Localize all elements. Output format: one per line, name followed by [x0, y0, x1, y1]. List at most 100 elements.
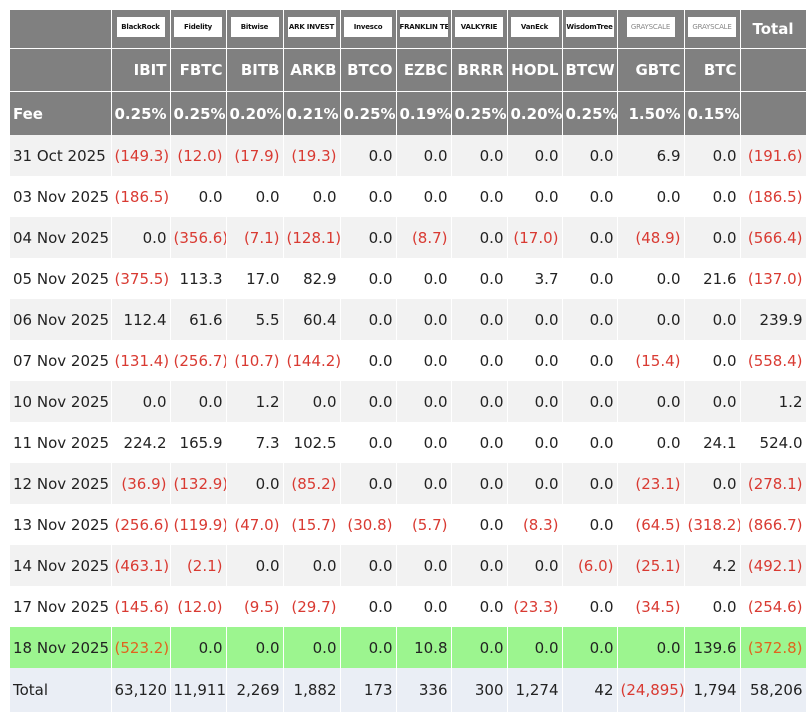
flow-value: (131.4)	[111, 340, 171, 381]
date: 07 Nov 2025	[10, 340, 112, 381]
flow-value: 0.0	[170, 381, 227, 422]
flow-value: 82.9	[283, 258, 341, 299]
flow-value: 0.0	[451, 504, 508, 545]
flow-value: 0.0	[684, 340, 741, 381]
flow-value: 0.0	[451, 217, 508, 258]
flow-value: (463.1)	[111, 545, 171, 586]
flow-value: (8.3)	[507, 504, 563, 545]
flow-value: 224.2	[111, 422, 171, 463]
flow-value: 0.0	[396, 463, 452, 504]
flow-value: 0.0	[396, 176, 452, 217]
flow-value: 0.0	[340, 586, 397, 627]
flow-value: (186.5)	[111, 176, 171, 217]
ticker: GBTC	[617, 48, 685, 92]
fee: 0.25%	[340, 91, 397, 135]
flow-value: 0.0	[226, 545, 284, 586]
flow-value: 0.0	[111, 217, 171, 258]
fee: 0.15%	[684, 91, 741, 135]
issuer-logo: ARK INVEST	[287, 17, 336, 37]
flow-value: 0.0	[340, 217, 397, 258]
fee: 0.25%	[451, 91, 508, 135]
total-row: Total 63,120 11,911 2,269 1,882 173 336 300 1,27…	[10, 668, 806, 712]
flow-value: 0.0	[684, 135, 741, 176]
flow-value: 0.0	[283, 381, 341, 422]
row-total: 1.2	[740, 381, 806, 422]
flow-value: 0.0	[562, 258, 618, 299]
flow-value: 0.0	[617, 627, 685, 668]
total-value: 336	[396, 668, 452, 712]
flow-value: (15.7)	[283, 504, 341, 545]
logo-cell: BlackRock	[111, 10, 171, 49]
ticker-corner	[10, 48, 112, 92]
flow-value: (17.0)	[507, 217, 563, 258]
ticker: IBIT	[111, 48, 171, 92]
flow-value: (30.8)	[340, 504, 397, 545]
date: 03 Nov 2025	[10, 176, 112, 217]
table-head: BlackRock Fidelity Bitwise ARK INVEST Invesc…	[10, 10, 806, 135]
flow-value: 0.0	[562, 176, 618, 217]
flow-value: 0.0	[507, 422, 563, 463]
fee: 0.19%	[396, 91, 452, 135]
row-total: (186.5)	[740, 176, 806, 217]
data-row: 18 Nov 2025 (523.2) 0.0 0.0 0.0 0.0 10.8 0.0 0.0…	[10, 627, 806, 668]
flow-value: (375.5)	[111, 258, 171, 299]
ticker: BRRR	[451, 48, 508, 92]
flow-value: (64.5)	[617, 504, 685, 545]
flow-value: 0.0	[340, 627, 397, 668]
flow-value: (48.9)	[617, 217, 685, 258]
flow-value: 0.0	[562, 422, 618, 463]
flow-value: 0.0	[507, 135, 563, 176]
flow-value: 0.0	[396, 545, 452, 586]
fee-row: Fee 0.25% 0.25% 0.20% 0.21% 0.25% 0.19% 0.25% 0.…	[10, 91, 806, 135]
flow-value: 0.0	[562, 463, 618, 504]
ticker: FBTC	[170, 48, 227, 92]
ticker: BITB	[226, 48, 284, 92]
logo-cell: VALKYRIE	[451, 10, 508, 49]
flow-value: 0.0	[451, 463, 508, 504]
total-header: Total	[740, 10, 806, 49]
flow-value: 0.0	[562, 381, 618, 422]
logo-cell: GRAYSCALE	[617, 10, 685, 49]
date: 11 Nov 2025	[10, 422, 112, 463]
flow-value: (5.7)	[396, 504, 452, 545]
flow-value: 0.0	[340, 258, 397, 299]
logo-cell: Bitwise	[226, 10, 284, 49]
flow-value: (17.9)	[226, 135, 284, 176]
flow-value: (2.1)	[170, 545, 227, 586]
flow-value: 0.0	[340, 545, 397, 586]
logo-cell: Invesco	[340, 10, 397, 49]
flow-value: (36.9)	[111, 463, 171, 504]
flow-value: 0.0	[226, 627, 284, 668]
data-row: 13 Nov 2025 (256.6) (119.9) (47.0) (15.7) (30…	[10, 504, 806, 545]
flow-value: 0.0	[396, 135, 452, 176]
row-total: 239.9	[740, 299, 806, 340]
flow-value: 0.0	[340, 463, 397, 504]
flow-value: (23.3)	[507, 586, 563, 627]
flow-value: 0.0	[562, 217, 618, 258]
flow-value: 0.0	[340, 299, 397, 340]
issuer-logo: VanEck	[510, 17, 559, 37]
flow-value: 0.0	[340, 176, 397, 217]
issuer-logo: BlackRock	[116, 17, 165, 37]
data-row: 03 Nov 2025 (186.5) 0.0 0.0 0.0 0.0 0.0 0.0 0.0 0…	[10, 176, 806, 217]
flow-value: 5.5	[226, 299, 284, 340]
flow-value: 0.0	[684, 381, 741, 422]
total-value: 300	[451, 668, 508, 712]
fee: 0.25%	[562, 91, 618, 135]
data-row: 05 Nov 2025 (375.5) 113.3 17.0 82.9 0.0 0.0 0.0…	[10, 258, 806, 299]
total-value: 42	[562, 668, 618, 712]
flow-value: 0.0	[340, 422, 397, 463]
flow-value: 0.0	[562, 586, 618, 627]
flow-value: (10.7)	[226, 340, 284, 381]
flow-value: 10.8	[396, 627, 452, 668]
flow-value: 0.0	[507, 627, 563, 668]
flow-value: 0.0	[170, 627, 227, 668]
flow-value: (29.7)	[283, 586, 341, 627]
fee: 0.20%	[507, 91, 563, 135]
total-label: Total	[10, 668, 112, 712]
flow-value: (149.3)	[111, 135, 171, 176]
flow-value: (8.7)	[396, 217, 452, 258]
flow-value: 0.0	[617, 422, 685, 463]
flow-value: 0.0	[451, 381, 508, 422]
